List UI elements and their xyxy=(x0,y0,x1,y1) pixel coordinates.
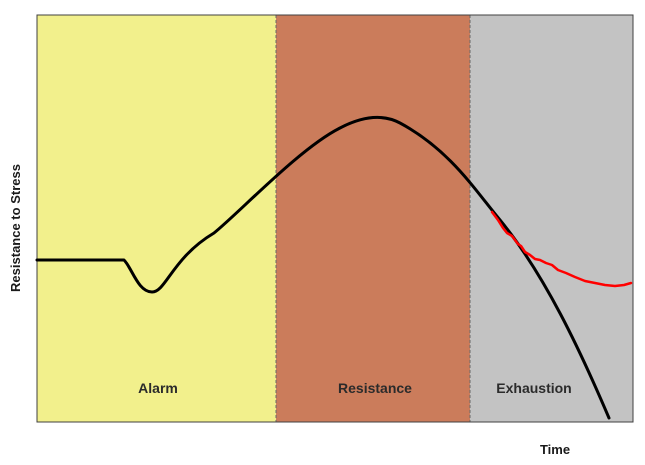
x-axis-label: Time xyxy=(540,442,570,457)
exhaustion-phase-region xyxy=(470,15,633,422)
resistance-phase-label: Resistance xyxy=(338,380,412,396)
resistance-phase-region xyxy=(276,15,470,422)
resistance-curve xyxy=(35,116,611,420)
alarm-phase-label: Alarm xyxy=(138,380,178,396)
alarm-phase-region xyxy=(37,15,276,422)
exhaustion-phase-label: Exhaustion xyxy=(496,380,571,396)
y-axis-label: Resistance to Stress xyxy=(8,164,23,292)
plot-frame xyxy=(36,14,634,423)
alternate-exhaustion-curve xyxy=(490,210,633,288)
